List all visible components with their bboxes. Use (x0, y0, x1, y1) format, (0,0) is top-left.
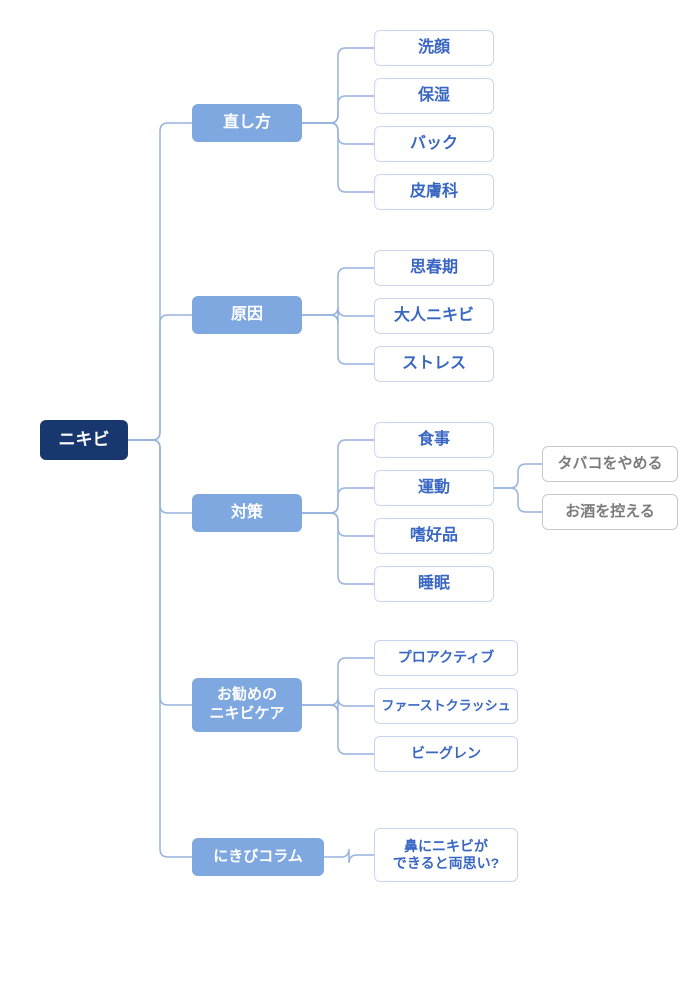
leaf-naoshikata-1: 保湿 (374, 78, 494, 114)
subleaf-taisaku-0: タバコをやめる (542, 446, 678, 482)
leaf-taisaku-2: 嗜好品 (374, 518, 494, 554)
subleaf-taisaku-1: お酒を控える (542, 494, 678, 530)
category-osusume: お勧めの ニキビケア (192, 678, 302, 732)
category-taisaku: 対策 (192, 494, 302, 532)
category-column: にきびコラム (192, 838, 324, 876)
leaf-genin-0: 思春期 (374, 250, 494, 286)
leaf-taisaku-0: 食事 (374, 422, 494, 458)
leaf-osusume-0: プロアクティブ (374, 640, 518, 676)
leaf-genin-1: 大人ニキビ (374, 298, 494, 334)
tree-diagram: ニキビ 直し方 洗顔保湿バック皮膚科原因 思春期大人ニキビストレス対策 食事運動嗜好品睡… (0, 0, 700, 1004)
leaf-genin-2: ストレス (374, 346, 494, 382)
leaf-taisaku-3: 睡眠 (374, 566, 494, 602)
leaf-naoshikata-0: 洗顔 (374, 30, 494, 66)
leaf-naoshikata-3: 皮膚科 (374, 174, 494, 210)
category-naoshikata: 直し方 (192, 104, 302, 142)
root-node: ニキビ (40, 420, 128, 460)
leaf-osusume-2: ビーグレン (374, 736, 518, 772)
leaf-taisaku-1: 運動 (374, 470, 494, 506)
leaf-naoshikata-2: バック (374, 126, 494, 162)
leaf-osusume-1: ファーストクラッシュ (374, 688, 518, 724)
leaf-column-0: 鼻にニキビが できると両思い? (374, 828, 518, 882)
category-genin: 原因 (192, 296, 302, 334)
